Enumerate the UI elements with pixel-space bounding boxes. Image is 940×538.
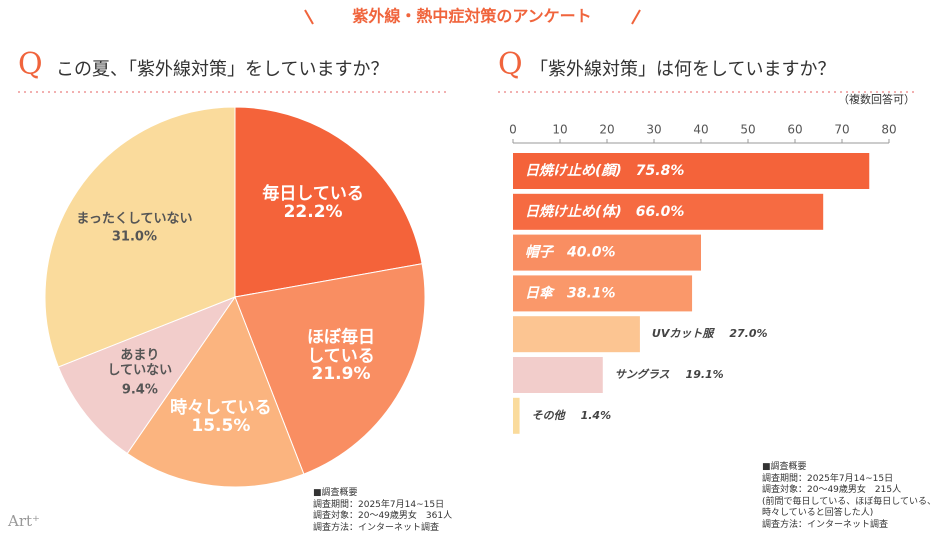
- x-tick-label: 10: [552, 123, 567, 137]
- x-tick-label: 0: [509, 123, 517, 137]
- pie-slice: [234, 106, 423, 298]
- title-deco: [631, 9, 641, 25]
- bar-label: サングラス: [615, 368, 670, 381]
- bar: [513, 316, 640, 353]
- bar-label: 日焼け止め(顔): [525, 162, 622, 179]
- survey-note: ■調査概要: [313, 488, 358, 498]
- chart-title: この夏、「紫外線対策」をしていますか？: [56, 59, 388, 80]
- bar: [513, 357, 603, 393]
- slice-label: 毎日している: [262, 184, 364, 205]
- slice-value: 9.4%: [121, 382, 158, 398]
- x-tick-label: 30: [646, 123, 661, 137]
- slice-value: 15.5%: [191, 415, 251, 436]
- bar-value: 38.1%: [567, 285, 616, 301]
- pie-slice: [126, 295, 305, 488]
- logo: Art⁺: [7, 512, 40, 530]
- bar-label: 日傘: [525, 284, 556, 301]
- slice-label: まったくしていない: [76, 211, 193, 227]
- survey-note: 調査方法：インターネット調査: [762, 519, 889, 530]
- bar-label: 日焼け止め(体): [525, 203, 622, 220]
- pie-slice: [44, 106, 236, 368]
- question-marker: Q: [18, 47, 43, 82]
- x-tick-label: 40: [693, 123, 708, 137]
- question-marker: Q: [498, 47, 523, 82]
- title-deco: [304, 9, 314, 25]
- survey-note: 調査対象：20～49歳男女 361人: [313, 511, 453, 521]
- slice-value: 31.0%: [111, 229, 157, 245]
- x-tick-label: 70: [834, 123, 849, 137]
- survey-note: 調査期間：2025年7月14~15日: [313, 499, 445, 510]
- pie-slice: [57, 295, 237, 455]
- survey-note: 調査期間：2025年7月14~15日: [762, 473, 894, 484]
- chart-subtitle: （複数回答可）: [838, 92, 915, 106]
- slice-label: 時々している: [170, 397, 272, 418]
- survey-note: 時々していると回答した人): [762, 508, 874, 518]
- bar-value: 27.0%: [729, 327, 767, 340]
- bar-label: その他: [532, 409, 567, 422]
- survey-note: (前問で毎日している、ほぼ毎日している、: [762, 496, 936, 507]
- bar: [513, 153, 870, 189]
- x-tick-label: 20: [599, 123, 614, 137]
- page-title: 紫外線・熱中症対策のアンケート: [352, 7, 591, 26]
- x-tick-label: 80: [881, 123, 896, 137]
- bar: [513, 193, 824, 230]
- chart-title: 「紫外線対策」は何をしていますか？: [530, 59, 835, 80]
- survey-note: 調査対象：20～49歳男女 215人: [762, 485, 902, 495]
- slice-label: あまり していない: [107, 347, 173, 378]
- x-tick-label: 50: [740, 123, 755, 137]
- bar-value: 40.0%: [566, 245, 616, 261]
- slice-value: 21.9%: [311, 363, 371, 384]
- survey-note: ■調査概要: [762, 462, 807, 472]
- bar-value: 19.1%: [686, 368, 724, 381]
- bar-value: 66.0%: [636, 204, 685, 220]
- bar-value: 1.4%: [581, 409, 612, 422]
- bar-label: UVカット服: [652, 327, 715, 340]
- x-tick-label: 60: [787, 123, 802, 137]
- bar: [513, 397, 520, 434]
- bar: [513, 234, 701, 271]
- slice-label: ほぼ毎日 している: [307, 327, 375, 367]
- slice-value: 22.2%: [283, 202, 343, 223]
- bar: [513, 275, 693, 312]
- survey-note: 調査方法：インターネット調査: [313, 522, 440, 533]
- bar-value: 75.8%: [636, 163, 685, 179]
- bar-label: 帽子: [525, 244, 555, 261]
- pie-slice: [234, 263, 426, 475]
